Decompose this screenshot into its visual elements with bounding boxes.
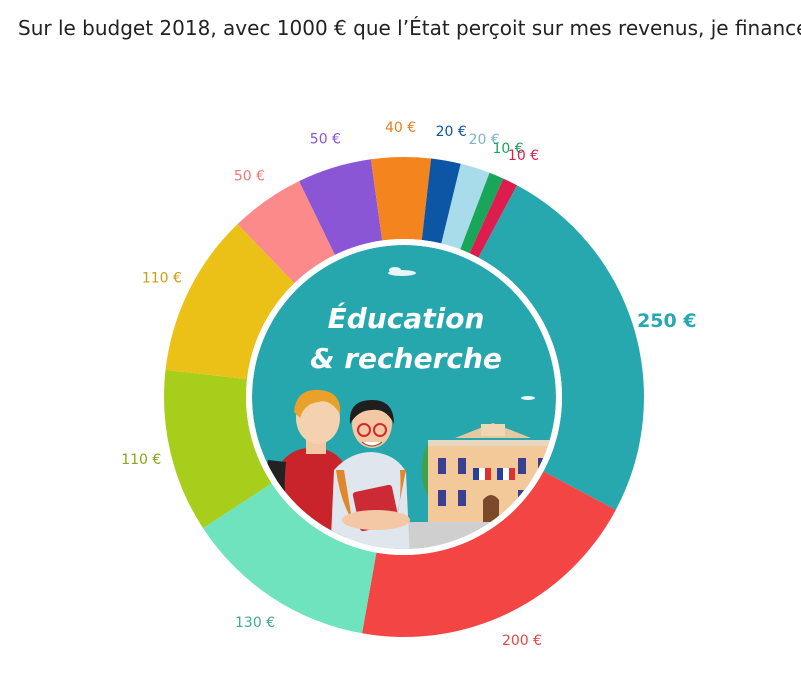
donut-slice[interactable] xyxy=(421,158,461,244)
cloud-icon xyxy=(388,267,535,400)
center-title-line2: & recherche xyxy=(310,342,502,375)
slice-value-label: 130 € xyxy=(235,615,275,631)
slice-value-label: 110 € xyxy=(142,270,182,286)
slice-value-label: 50 € xyxy=(234,169,265,185)
slice-value-label: 250 € xyxy=(637,310,697,332)
student-girl-icon xyxy=(330,400,410,549)
donut-slices xyxy=(164,157,644,637)
donut-slice[interactable] xyxy=(441,163,490,250)
donut-slice[interactable] xyxy=(469,178,517,258)
slice-value-label: 20 € xyxy=(436,124,467,140)
page-heading: Sur le budget 2018, avec 1000 € que l’Ét… xyxy=(18,16,801,40)
slice-value-label: 10 € xyxy=(492,141,523,157)
flag-icon xyxy=(473,468,515,480)
slice-value-label: 110 € xyxy=(121,452,161,468)
slice-value-label: 10 € xyxy=(508,148,539,164)
center-title-line1: Éducation xyxy=(328,301,485,335)
donut-slice[interactable] xyxy=(165,224,295,380)
donut-labels: 250 € 200 € 130 € 110 € 110 € 50 € 50 € 40 € 20 … xyxy=(121,120,696,649)
slice-value-label: 20 € xyxy=(469,132,500,148)
slice-value-label: 200 € xyxy=(502,633,542,649)
slice-value-label: 50 € xyxy=(310,132,341,148)
donut-slice[interactable] xyxy=(203,483,377,634)
donut-slice[interactable] xyxy=(362,471,616,637)
donut-slice[interactable] xyxy=(478,185,644,510)
donut-slice[interactable] xyxy=(299,159,383,255)
donut-slice[interactable] xyxy=(237,181,335,284)
donut-slice[interactable] xyxy=(370,157,432,241)
donut-slice[interactable] xyxy=(164,369,272,529)
slice-value-label: 40 € xyxy=(385,120,416,136)
center-illustration: Éducation & recherche xyxy=(246,239,562,555)
donut-slice[interactable] xyxy=(460,172,504,254)
